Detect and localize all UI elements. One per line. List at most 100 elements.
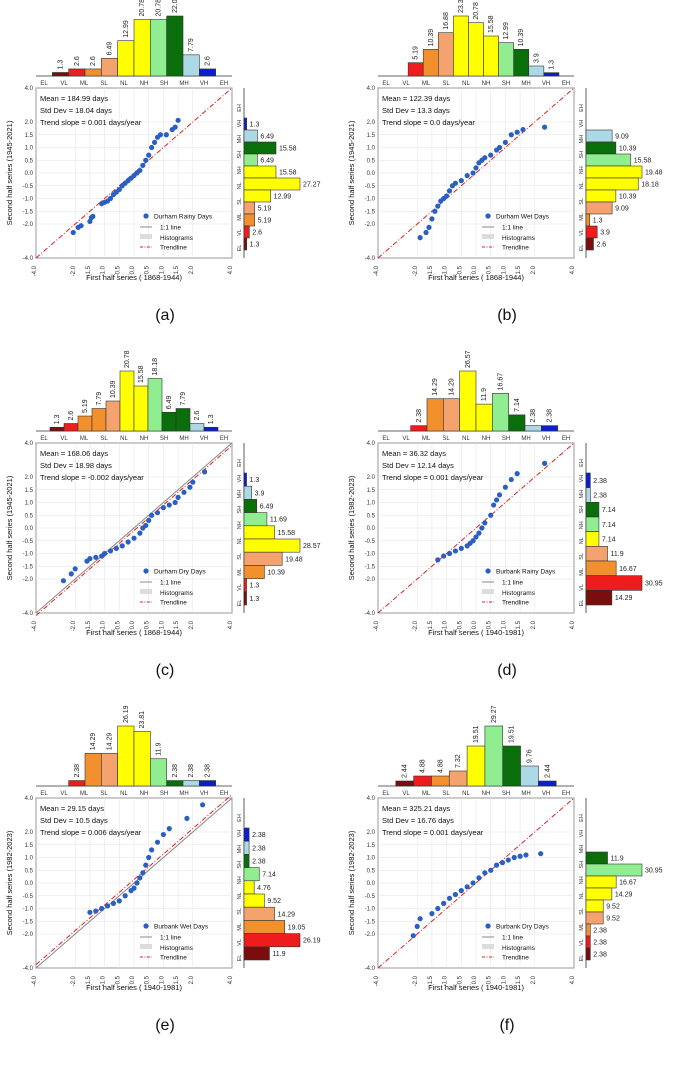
data-point bbox=[514, 129, 520, 135]
y-tick-label: 2.0 bbox=[25, 120, 34, 126]
right-class-label: VL bbox=[579, 584, 585, 591]
right-class-label: ML bbox=[237, 568, 243, 576]
right-histogram-bar bbox=[243, 129, 258, 143]
data-point bbox=[172, 124, 178, 130]
data-point bbox=[113, 545, 119, 551]
x-tick-label: 2.0 bbox=[531, 265, 537, 274]
top-histogram-value: 7.32 bbox=[455, 754, 462, 768]
right-histogram-value: 1.3 bbox=[593, 218, 603, 225]
x-tick-label: -1.5 bbox=[86, 975, 92, 986]
x-tick-label: -4.0 bbox=[32, 265, 38, 276]
top-histogram-value: 15.58 bbox=[488, 15, 495, 33]
top-histogram-bar bbox=[101, 752, 118, 787]
right-histogram-value: 11.9 bbox=[611, 551, 624, 558]
right-class-label: NL bbox=[579, 537, 585, 544]
top-class-label: VH bbox=[200, 81, 208, 87]
data-point bbox=[149, 144, 155, 151]
data-point bbox=[143, 862, 149, 868]
top-histogram-bar bbox=[84, 68, 102, 77]
y-tick-label: -4.0 bbox=[23, 611, 34, 617]
right-histogram-value: 2.6 bbox=[252, 230, 262, 237]
x-tick-label: -4.0 bbox=[32, 975, 38, 986]
data-point bbox=[499, 860, 506, 866]
y-tick-label: 4.0 bbox=[367, 796, 376, 802]
x-tick-label: 2.0 bbox=[189, 975, 195, 984]
right-histogram-bar bbox=[585, 863, 643, 877]
data-point bbox=[201, 469, 208, 475]
x-tick-label: -0.5 bbox=[115, 265, 121, 276]
right-class-label: NL bbox=[237, 537, 243, 544]
top-histogram-value: 2.38 bbox=[547, 409, 554, 423]
legend-series-label: Durham Wet Days bbox=[496, 214, 550, 221]
y-tick-label: 0.0 bbox=[367, 881, 376, 887]
right-class-label: MH bbox=[237, 845, 243, 854]
top-class-label: SL bbox=[100, 81, 108, 87]
legend-series-label: Durham Dry Days bbox=[154, 569, 206, 576]
legend-point-marker bbox=[143, 923, 149, 929]
top-class-label: NH bbox=[482, 81, 491, 87]
right-histogram-bar bbox=[243, 893, 265, 908]
top-class-label: VL bbox=[60, 81, 68, 87]
right-histogram-bar bbox=[585, 225, 598, 239]
y-tick-label: -1.5 bbox=[365, 564, 376, 570]
right-histogram-bar bbox=[243, 933, 301, 948]
panel-label: (a) bbox=[155, 307, 175, 324]
right-class-label: EH bbox=[237, 104, 243, 112]
x-tick-label: 0.5 bbox=[145, 975, 151, 984]
data-point bbox=[93, 908, 99, 914]
x-tick-label: 4.0 bbox=[570, 620, 576, 629]
top-histogram-value: 1.3 bbox=[58, 60, 65, 70]
top-class-label: EL bbox=[40, 791, 48, 797]
x-tick-label: 0.5 bbox=[145, 265, 151, 274]
x-tick-label: -1.0 bbox=[101, 265, 107, 276]
right-histogram-bar bbox=[243, 512, 268, 527]
top-class-label: EL bbox=[40, 81, 48, 87]
data-point bbox=[493, 862, 500, 868]
x-tick-label: -0.5 bbox=[457, 265, 463, 276]
y-tick-label: 0.5 bbox=[25, 158, 34, 164]
y-tick-label: -1.0 bbox=[365, 552, 376, 558]
data-point bbox=[542, 124, 548, 130]
data-point bbox=[511, 854, 517, 861]
top-histogram-bar bbox=[438, 32, 454, 77]
y-tick-label: 1.0 bbox=[367, 856, 376, 862]
right-class-label: VL bbox=[579, 229, 585, 236]
right-histogram-bar bbox=[243, 827, 250, 842]
data-point bbox=[517, 853, 523, 859]
data-point bbox=[502, 484, 508, 490]
right-class-label: SH bbox=[579, 861, 585, 869]
top-class-label: VL bbox=[60, 436, 68, 442]
top-class-label: SH bbox=[160, 791, 168, 797]
top-histogram-bar bbox=[68, 780, 86, 787]
data-point bbox=[488, 152, 494, 158]
data-point bbox=[470, 170, 476, 176]
top-histogram-value: 6.49 bbox=[166, 396, 173, 410]
stat-line: Std Dev = 16.76 days bbox=[382, 816, 454, 825]
data-point bbox=[520, 127, 526, 133]
data-point bbox=[157, 132, 164, 138]
data-point bbox=[429, 216, 435, 222]
legend-one-to-one-label: 1:1 line bbox=[160, 935, 181, 942]
right-histogram-value: 30.95 bbox=[645, 868, 663, 875]
right-histogram-bar bbox=[585, 935, 591, 949]
right-histogram-value: 15.58 bbox=[634, 158, 652, 165]
panel-label: (d) bbox=[497, 662, 517, 679]
stat-line: Std Dev = 18.04 days bbox=[40, 106, 112, 115]
y-tick-label: 4.0 bbox=[25, 796, 34, 802]
right-histogram-bar bbox=[585, 947, 591, 961]
right-histogram-bar bbox=[585, 560, 617, 576]
right-class-label: NL bbox=[237, 892, 243, 899]
top-histogram-bar bbox=[133, 19, 151, 77]
top-histogram-value: 10.39 bbox=[428, 29, 435, 47]
right-histogram-value: 9.52 bbox=[267, 898, 281, 905]
top-class-label: NH bbox=[140, 436, 149, 442]
right-histogram-bar bbox=[585, 875, 617, 889]
y-tick-label: 0.0 bbox=[25, 171, 34, 177]
legend-histogram-label: Histograms bbox=[502, 235, 536, 242]
right-histogram-bar bbox=[585, 237, 594, 251]
y-tick-label: -0.5 bbox=[365, 184, 376, 190]
data-point bbox=[99, 905, 105, 912]
right-class-label: VL bbox=[579, 939, 585, 946]
right-class-label: ML bbox=[237, 213, 243, 221]
data-point bbox=[452, 548, 459, 554]
